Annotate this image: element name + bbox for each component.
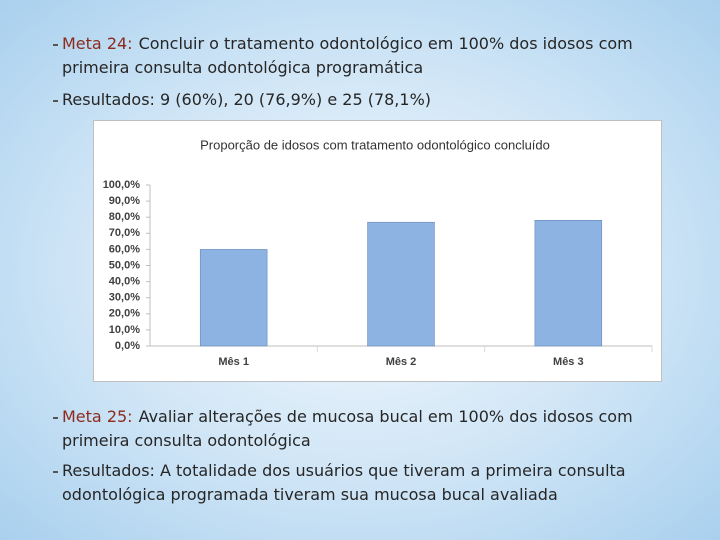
bar xyxy=(367,221,435,347)
y-tick-label: 30,0% xyxy=(109,292,140,304)
bullet-marker xyxy=(53,100,58,102)
y-tick-label: 0,0% xyxy=(115,340,140,352)
x-tick-label: Mês 2 xyxy=(386,356,417,368)
y-tick-label: 40,0% xyxy=(109,276,140,288)
bullet: Resultados: A totalidade dos usuários qu… xyxy=(53,459,702,507)
y-tick-label: 60,0% xyxy=(109,243,140,255)
y-tick-label: 100,0% xyxy=(103,179,141,191)
y-tick-label: 50,0% xyxy=(109,259,140,271)
bullet-marker xyxy=(53,471,58,473)
y-tick-label: 20,0% xyxy=(109,308,140,320)
bullet-marker xyxy=(53,44,58,46)
bar xyxy=(534,220,603,347)
y-tick-label: 80,0% xyxy=(109,211,140,223)
bullet-marker xyxy=(53,417,58,419)
y-tick-label: 10,0% xyxy=(109,324,140,336)
bullet-text: Resultados: 9 (60%), 20 (76,9%) e 25 (78… xyxy=(62,90,432,109)
goal-label: Meta 25: xyxy=(62,407,133,426)
chart: Proporção de idosos com tratamento odont… xyxy=(93,120,662,382)
x-tick-label: Mês 3 xyxy=(553,356,584,368)
x-tick-label: Mês 1 xyxy=(218,356,249,368)
bullet-text: Avaliar alterações de mucosa bucal em 10… xyxy=(62,407,633,450)
bar xyxy=(199,249,268,347)
bullet: Meta 25: Avaliar alterações de mucosa buc… xyxy=(53,405,702,453)
bullet-text: Resultados: A totalidade dos usuários qu… xyxy=(62,461,626,504)
y-tick-label: 70,0% xyxy=(109,227,140,239)
bullet-text: Concluir o tratamento odontológico em 10… xyxy=(62,34,633,77)
goal-label: Meta 24: xyxy=(62,34,133,53)
y-tick-label: 90,0% xyxy=(109,195,140,207)
bullet: Meta 24: Concluir o tratamento odontológi… xyxy=(53,32,702,80)
bullet: Resultados: 9 (60%), 20 (76,9%) e 25 (78… xyxy=(53,88,702,112)
chart-title: Proporção de idosos com tratamento odont… xyxy=(200,137,550,152)
